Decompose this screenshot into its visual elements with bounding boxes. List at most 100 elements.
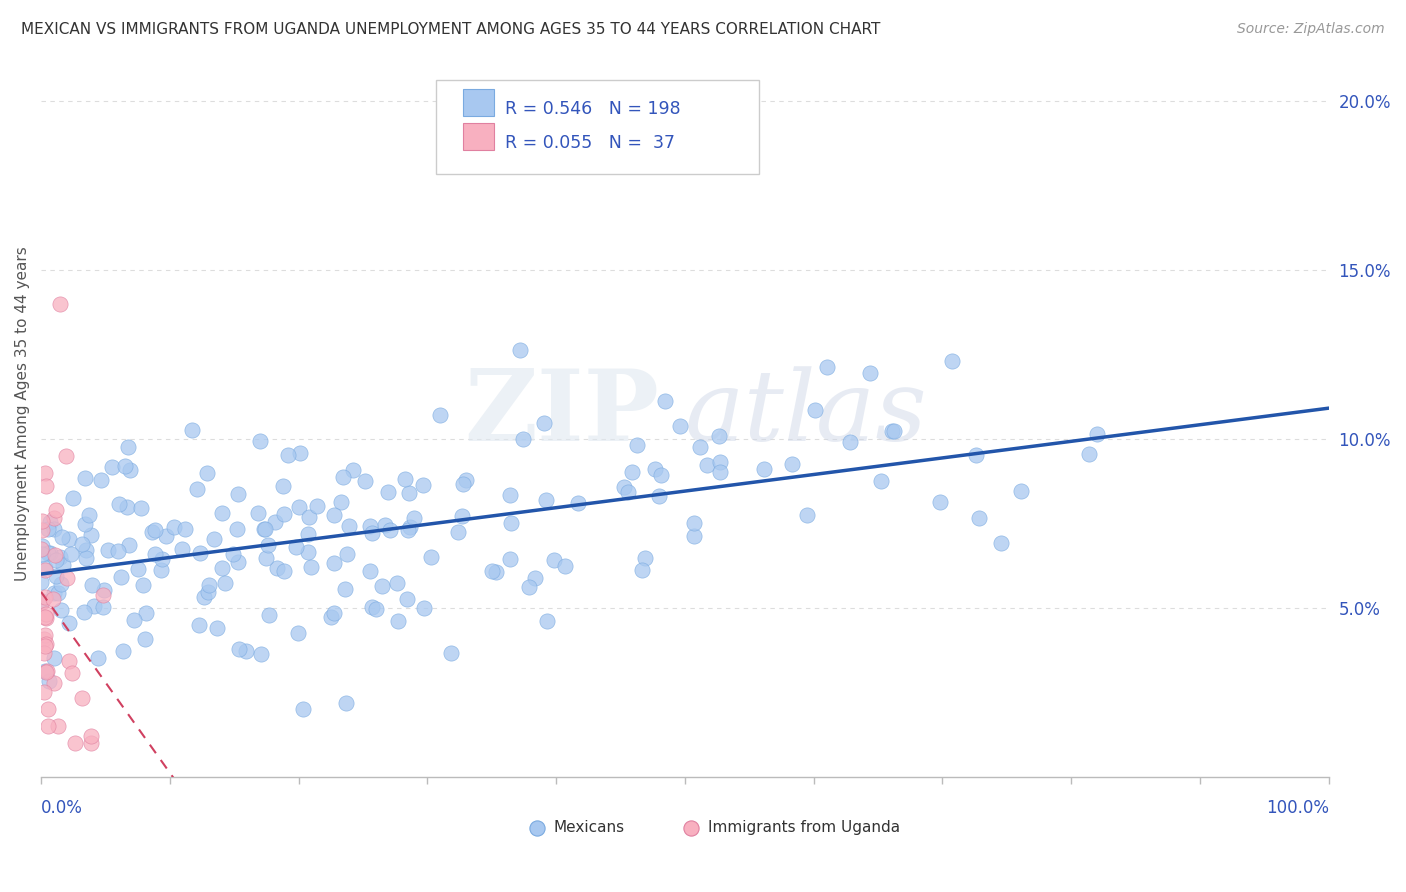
Point: [90, 474, 112, 488]
Point: [412, 478, 434, 492]
Point: [30, 574, 52, 589]
Text: R = 0.055   N =  37: R = 0.055 N = 37: [505, 134, 675, 152]
Point: [62, 491, 84, 505]
Point: [941, 354, 963, 368]
Point: [524, 571, 547, 585]
Point: [31, 547, 53, 561]
Point: [254, 551, 277, 566]
Point: [59, 547, 82, 561]
Point: [263, 515, 285, 529]
Point: [335, 696, 357, 710]
Point: [49, 577, 72, 591]
Point: [143, 523, 166, 537]
Point: [205, 621, 228, 635]
Point: [709, 455, 731, 469]
Point: [484, 566, 506, 580]
Point: [342, 463, 364, 477]
Point: [143, 547, 166, 561]
Point: [654, 394, 676, 409]
Point: [880, 424, 903, 438]
Point: [58, 532, 80, 546]
Point: [626, 438, 648, 452]
Point: [298, 509, 321, 524]
Point: [107, 543, 129, 558]
Point: [554, 559, 576, 574]
Point: [114, 458, 136, 473]
Point: [815, 359, 838, 374]
Point: [83, 599, 105, 613]
Point: [648, 489, 671, 503]
Point: [859, 367, 882, 381]
Point: [117, 440, 139, 454]
Point: [447, 524, 470, 539]
Point: [257, 538, 280, 552]
Point: [359, 564, 381, 578]
Point: [307, 500, 329, 514]
Point: [73, 471, 96, 485]
Point: [226, 486, 249, 500]
Point: [34, 466, 56, 480]
Point: [211, 506, 233, 520]
Point: [32, 632, 55, 646]
Point: [396, 523, 419, 537]
Point: [34, 479, 56, 493]
Point: [451, 509, 474, 524]
Point: [323, 556, 346, 570]
Point: [398, 486, 420, 500]
Point: [287, 626, 309, 640]
Point: [42, 592, 65, 607]
Point: [37, 522, 59, 536]
Point: [44, 510, 66, 524]
Point: [186, 482, 208, 496]
Point: [30, 541, 52, 556]
Point: [141, 524, 163, 539]
Point: [42, 676, 65, 690]
Point: [39, 515, 62, 529]
Point: [80, 578, 103, 592]
Point: [249, 647, 271, 661]
Point: [366, 602, 388, 616]
Point: [284, 540, 307, 554]
Point: [34, 607, 56, 622]
Point: [290, 446, 312, 460]
Point: [111, 644, 134, 658]
Point: [249, 434, 271, 448]
Point: [37, 664, 59, 678]
Point: [322, 508, 344, 523]
Point: [387, 614, 409, 628]
Point: [696, 458, 718, 472]
Point: [567, 496, 589, 510]
Point: [870, 474, 893, 488]
Point: [72, 691, 94, 706]
Point: [118, 463, 141, 477]
Point: [46, 719, 69, 733]
Point: [297, 545, 319, 559]
Point: [31, 594, 53, 608]
Point: [32, 685, 55, 699]
Point: [780, 457, 803, 471]
Point: [37, 702, 59, 716]
Point: [374, 518, 396, 533]
Point: [56, 571, 79, 585]
Point: [115, 500, 138, 515]
Y-axis label: Unemployment Among Ages 35 to 44 years: Unemployment Among Ages 35 to 44 years: [15, 246, 30, 581]
Point: [87, 651, 110, 665]
Point: [55, 449, 77, 463]
Text: 100.0%: 100.0%: [1265, 798, 1329, 816]
Text: atlas: atlas: [685, 366, 928, 461]
Point: [187, 618, 209, 632]
Point: [929, 495, 952, 509]
Point: [509, 343, 531, 358]
Point: [31, 523, 53, 537]
Point: [193, 590, 215, 604]
Point: [883, 424, 905, 438]
Point: [49, 297, 72, 311]
Point: [34, 563, 56, 577]
Point: [134, 632, 156, 646]
Point: [990, 536, 1012, 550]
Point: [399, 520, 422, 534]
Point: [617, 485, 640, 500]
Point: [42, 651, 65, 665]
Point: [336, 547, 359, 561]
Text: ZIP: ZIP: [464, 365, 659, 462]
